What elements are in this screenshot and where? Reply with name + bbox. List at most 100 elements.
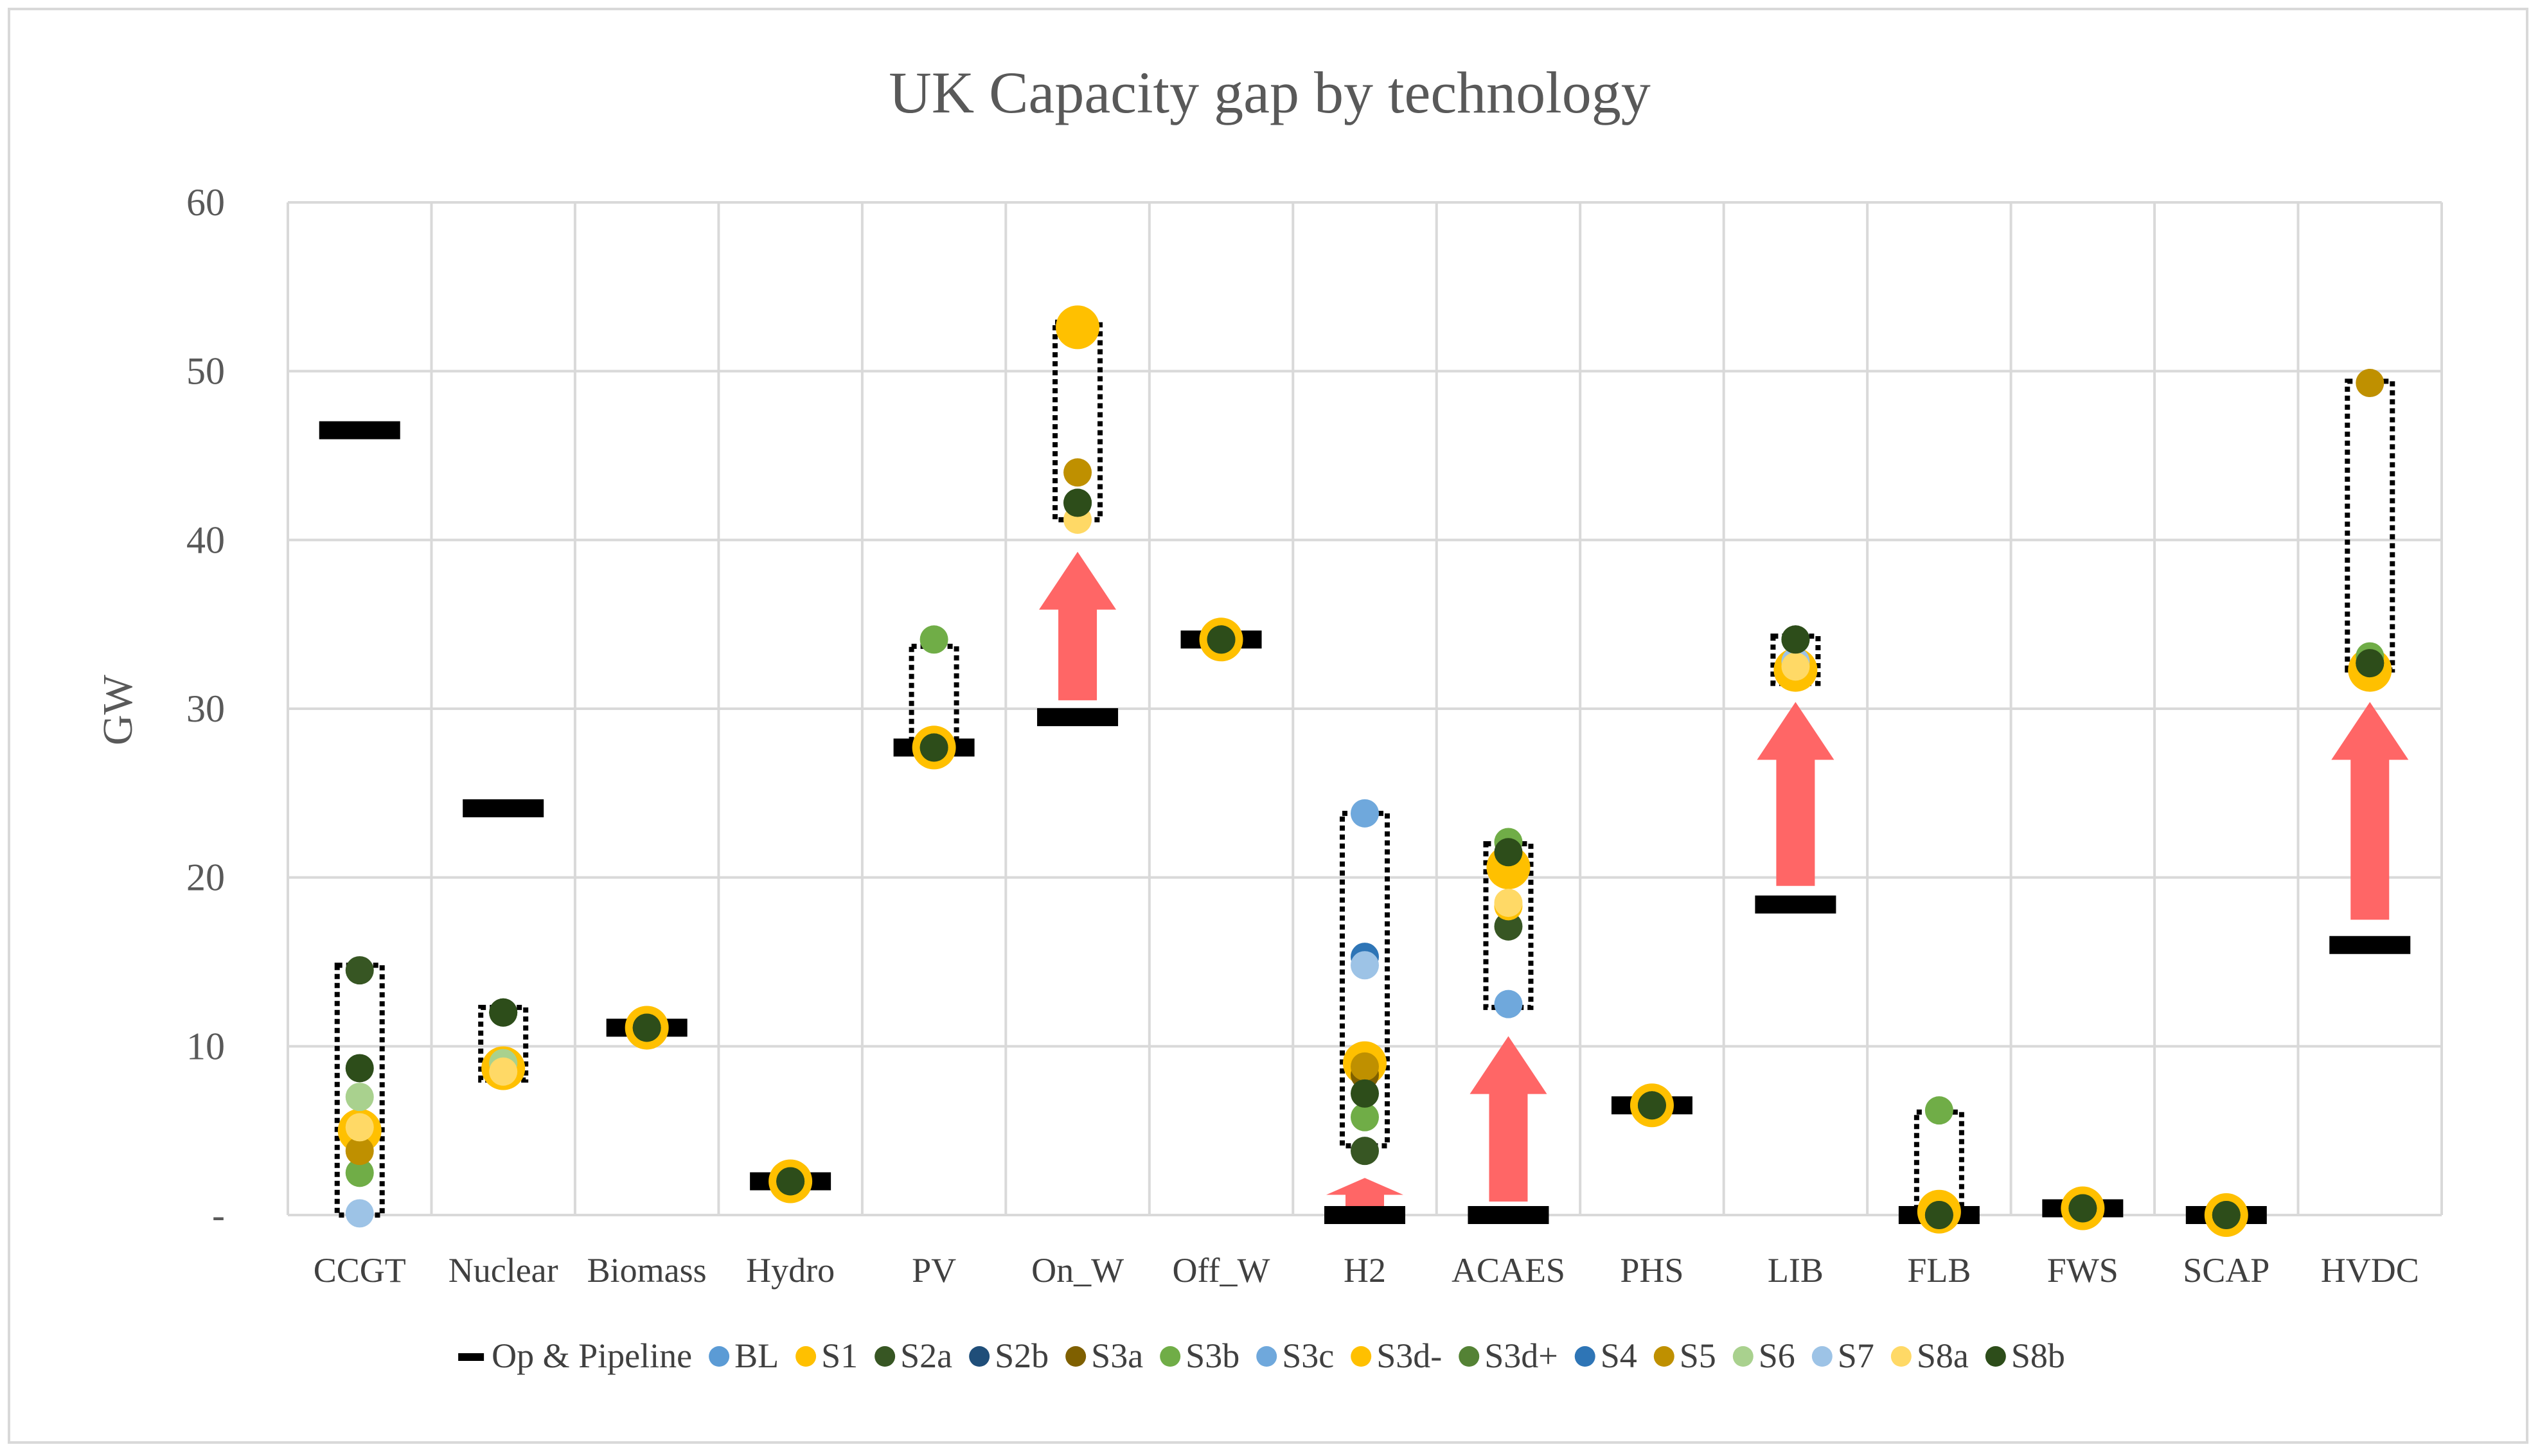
gap-arrow xyxy=(1326,1178,1403,1212)
legend-swatch xyxy=(1065,1346,1087,1367)
legend-swatch xyxy=(969,1346,990,1367)
data-point-s8b xyxy=(776,1167,805,1196)
data-point-s5 xyxy=(2356,369,2385,398)
x-category-label: CCGT xyxy=(314,1251,406,1290)
y-axis-label: GW xyxy=(94,674,141,745)
gap-arrow xyxy=(1470,1036,1547,1202)
x-category-label: Hydro xyxy=(746,1251,835,1290)
legend-label: S5 xyxy=(1680,1336,1716,1375)
x-category-label: Biomass xyxy=(587,1251,707,1290)
x-category-label: SCAP xyxy=(2183,1251,2269,1290)
op-pipeline-marker xyxy=(319,421,400,439)
x-category-label: PHS xyxy=(1620,1251,1683,1290)
legend-item: S4 xyxy=(1574,1336,1637,1375)
chart-title: UK Capacity gap by technology xyxy=(889,60,1651,125)
data-point-s8b xyxy=(2356,649,2385,678)
x-category-label: H2 xyxy=(1344,1251,1386,1290)
data-point-s8b xyxy=(632,1013,661,1042)
legend-label: S3a xyxy=(1091,1336,1143,1375)
legend-label: S2b xyxy=(995,1336,1049,1375)
legend-item: S3c xyxy=(1256,1336,1334,1375)
legend-item: S7 xyxy=(1811,1336,1874,1375)
op-pipeline-marker xyxy=(1755,895,1836,914)
legend-item: S3a xyxy=(1065,1336,1143,1375)
legend-swatch xyxy=(1351,1346,1372,1367)
op-pipeline-marker xyxy=(1324,1206,1405,1224)
x-category-label: PV xyxy=(912,1251,956,1290)
legend-swatch xyxy=(1574,1346,1595,1367)
data-point-s6 xyxy=(345,1083,374,1112)
legend-swatch xyxy=(875,1346,896,1367)
x-ticks: CCGT Nuclear Biomass Hydro PV On_W Off_W H2 ACAE… xyxy=(314,1251,2419,1290)
legend-item: S2a xyxy=(875,1336,952,1375)
x-category-label: ACAES xyxy=(1452,1251,1565,1290)
legend-swatch xyxy=(1985,1346,2006,1367)
legend-swatch xyxy=(458,1353,484,1361)
legend-item: BL xyxy=(709,1336,779,1375)
legend-label: S1 xyxy=(821,1336,858,1375)
x-category-label: HVDC xyxy=(2321,1251,2419,1290)
legend-swatch xyxy=(1890,1346,1912,1367)
legend-label: S3d+ xyxy=(1484,1336,1558,1375)
legend-swatch xyxy=(1160,1346,1181,1367)
gap-arrows xyxy=(1039,551,2409,1212)
data-point-s8b xyxy=(345,1054,374,1083)
y-ticks: - 10 20 30 40 50 60 xyxy=(186,181,225,1236)
x-category-label: On_W xyxy=(1031,1251,1124,1290)
legend-item: S8b xyxy=(1985,1336,2065,1375)
legend-item: S3d- xyxy=(1351,1336,1442,1375)
legend-label: BL xyxy=(734,1336,779,1375)
data-point-s8b xyxy=(2212,1201,2241,1229)
legend-swatch xyxy=(1256,1346,1277,1367)
legend-swatch xyxy=(1459,1346,1480,1367)
data-point-s8a xyxy=(1781,652,1810,681)
op-pipeline-marker xyxy=(1037,708,1119,727)
data-point-s5 xyxy=(1063,458,1092,487)
data-point-s8b xyxy=(1063,488,1092,517)
x-category-label: FLB xyxy=(1907,1251,1971,1290)
legend-label: Op & Pipeline xyxy=(492,1336,692,1375)
data-point-s5 xyxy=(345,1137,374,1166)
legend-label: S3d- xyxy=(1376,1336,1442,1375)
data-point-s3b xyxy=(345,1159,374,1187)
legend-label: S8b xyxy=(2011,1336,2065,1375)
data-point-s2a xyxy=(1494,912,1523,941)
data-point-s3c xyxy=(1494,990,1523,1018)
legend-label: S2a xyxy=(900,1336,952,1375)
data-point-s8b xyxy=(1207,625,1236,654)
data-point-s5 xyxy=(1351,1052,1379,1081)
op-pipeline-marker xyxy=(463,799,544,817)
y-tick-label: 50 xyxy=(186,350,225,393)
legend-label: S4 xyxy=(1601,1336,1637,1375)
legend-swatch xyxy=(1811,1346,1833,1367)
legend-item: S1 xyxy=(795,1336,858,1375)
legend-swatch xyxy=(795,1346,817,1367)
data-point-s3c xyxy=(1351,799,1379,828)
legend-label: S3b xyxy=(1186,1336,1239,1375)
gap-arrow xyxy=(1757,702,1834,886)
legend-item: S5 xyxy=(1653,1336,1716,1375)
op-pipeline-marker xyxy=(2329,936,2411,954)
data-point-s3b xyxy=(1924,1096,1953,1125)
y-tick-label: 20 xyxy=(186,857,225,899)
legend-swatch xyxy=(1732,1346,1754,1367)
legend-item: Op & Pipeline xyxy=(458,1336,692,1375)
legend-label: S8a xyxy=(1917,1336,1969,1375)
data-point-s7 xyxy=(1351,951,1379,980)
data-point-s3b xyxy=(919,625,948,654)
op-pipeline-marker xyxy=(1468,1206,1549,1224)
gap-arrow xyxy=(2331,702,2409,920)
legend-item: S3b xyxy=(1160,1336,1239,1375)
y-tick-label: 60 xyxy=(186,181,225,224)
gap-arrow xyxy=(1039,551,1117,700)
range-box xyxy=(2345,378,2395,673)
legend-item: S2b xyxy=(969,1336,1049,1375)
data-point-s8a xyxy=(345,1113,374,1142)
data-point-s7 xyxy=(345,1199,374,1228)
legend-label: S6 xyxy=(1759,1336,1795,1375)
y-tick-label: - xyxy=(212,1194,225,1236)
data-point-s3b xyxy=(1351,1103,1379,1132)
x-category-label: FWS xyxy=(2047,1251,2118,1290)
y-tick-label: 40 xyxy=(186,519,225,561)
legend-label: S3c xyxy=(1282,1336,1334,1375)
